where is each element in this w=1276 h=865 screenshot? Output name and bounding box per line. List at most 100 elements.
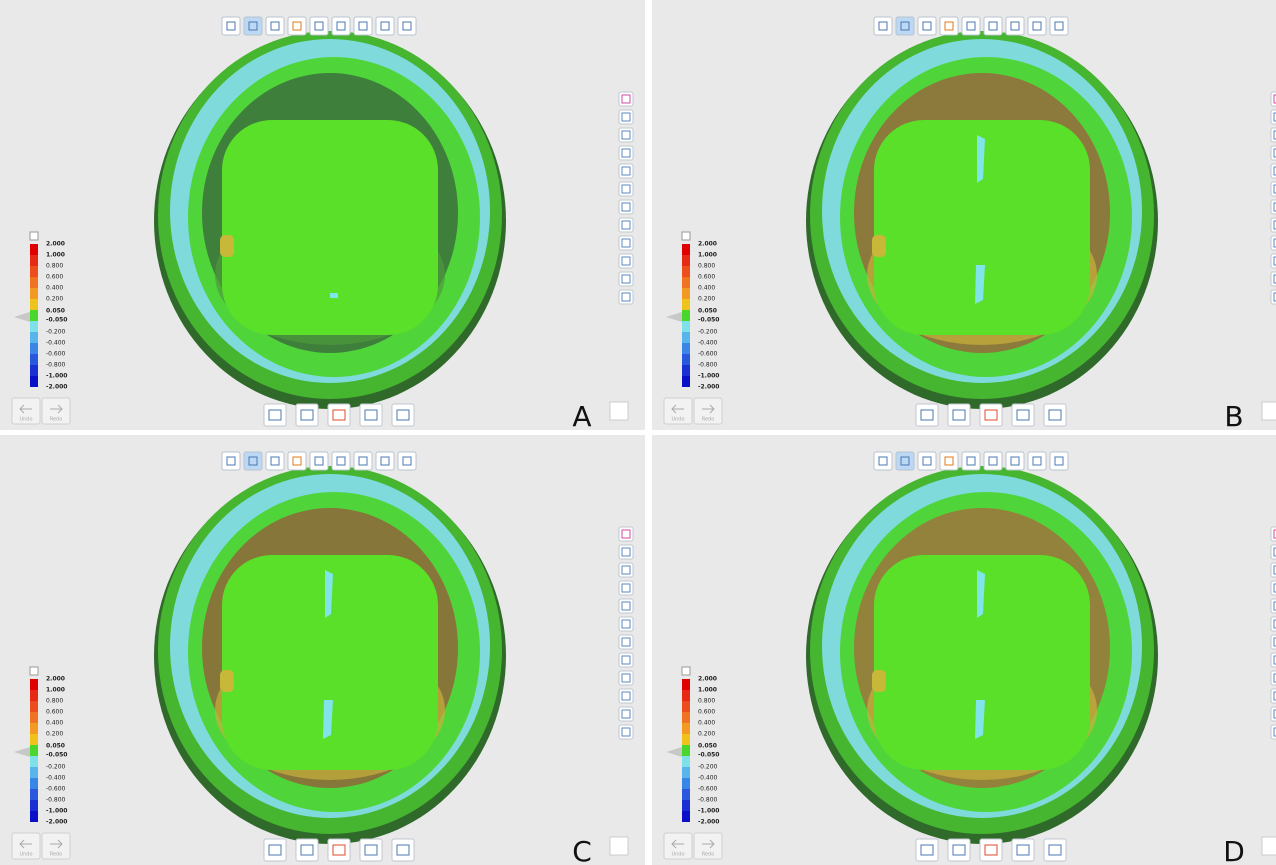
view-button[interactable] bbox=[619, 128, 633, 142]
toolbar-button[interactable] bbox=[1028, 452, 1046, 470]
view-button[interactable] bbox=[619, 92, 633, 106]
tool-button[interactable] bbox=[1012, 404, 1034, 426]
toolbar-button[interactable] bbox=[288, 452, 306, 470]
tool-button[interactable] bbox=[328, 404, 350, 426]
view-button[interactable] bbox=[619, 545, 633, 559]
toolbar-button[interactable] bbox=[962, 452, 980, 470]
toolbar-button[interactable] bbox=[222, 452, 240, 470]
view-button[interactable] bbox=[619, 635, 633, 649]
view-button[interactable] bbox=[619, 725, 633, 739]
view-button[interactable] bbox=[619, 599, 633, 613]
tool-button[interactable] bbox=[948, 404, 970, 426]
orientation-cube[interactable] bbox=[610, 837, 628, 855]
scan-model bbox=[806, 31, 1158, 409]
tool-button[interactable] bbox=[916, 404, 938, 426]
panel-label: D bbox=[1223, 835, 1245, 865]
tool-button[interactable] bbox=[296, 839, 318, 861]
view-button[interactable] bbox=[619, 254, 633, 268]
tool-button[interactable] bbox=[296, 404, 318, 426]
scale-label: -0.400 bbox=[46, 775, 66, 782]
toolbar-button[interactable] bbox=[874, 17, 892, 35]
toolbar-button[interactable] bbox=[1006, 452, 1024, 470]
toolbar-button[interactable] bbox=[376, 17, 394, 35]
tool-button[interactable] bbox=[1044, 404, 1066, 426]
toolbar-button[interactable] bbox=[918, 452, 936, 470]
view-button[interactable] bbox=[619, 200, 633, 214]
scale-handle[interactable] bbox=[682, 232, 690, 240]
toolbar-button[interactable] bbox=[940, 17, 958, 35]
toolbar-button[interactable] bbox=[1050, 17, 1068, 35]
tool-button[interactable] bbox=[1012, 839, 1034, 861]
orientation-cube[interactable] bbox=[610, 402, 628, 420]
scale-label: 0.600 bbox=[46, 709, 63, 716]
view-button[interactable] bbox=[619, 236, 633, 250]
tool-button[interactable] bbox=[360, 404, 382, 426]
tool-button[interactable] bbox=[948, 839, 970, 861]
view-button[interactable] bbox=[619, 110, 633, 124]
tool-button[interactable] bbox=[1044, 839, 1066, 861]
scan-spot bbox=[330, 293, 338, 298]
toolbar-button[interactable] bbox=[354, 17, 372, 35]
scale-segment bbox=[30, 376, 38, 387]
toolbar-button[interactable] bbox=[940, 452, 958, 470]
toolbar-button[interactable] bbox=[398, 17, 416, 35]
toolbar-button[interactable] bbox=[222, 17, 240, 35]
view-button[interactable] bbox=[619, 182, 633, 196]
tool-button[interactable] bbox=[980, 404, 1002, 426]
view-button[interactable] bbox=[619, 290, 633, 304]
view-button[interactable] bbox=[619, 671, 633, 685]
tool-button[interactable] bbox=[360, 839, 382, 861]
scale-handle[interactable] bbox=[30, 232, 38, 240]
view-button[interactable] bbox=[619, 617, 633, 631]
scale-handle[interactable] bbox=[682, 667, 690, 675]
toolbar-button[interactable] bbox=[288, 17, 306, 35]
view-button[interactable] bbox=[619, 653, 633, 667]
toolbar-button[interactable] bbox=[896, 452, 914, 470]
scale-handle[interactable] bbox=[30, 667, 38, 675]
view-button[interactable] bbox=[619, 164, 633, 178]
view-button[interactable] bbox=[619, 218, 633, 232]
toolbar-button[interactable] bbox=[266, 452, 284, 470]
toolbar-button[interactable] bbox=[1050, 452, 1068, 470]
orientation-cube[interactable] bbox=[1262, 837, 1276, 855]
orientation-cube[interactable] bbox=[1262, 402, 1276, 420]
tool-button[interactable] bbox=[392, 404, 414, 426]
view-button[interactable] bbox=[619, 581, 633, 595]
toolbar-button[interactable] bbox=[310, 452, 328, 470]
toolbar-button[interactable] bbox=[376, 452, 394, 470]
toolbar-button[interactable] bbox=[1028, 17, 1046, 35]
toolbar-button[interactable] bbox=[354, 452, 372, 470]
scale-segment bbox=[30, 299, 38, 310]
toolbar-button[interactable] bbox=[984, 452, 1002, 470]
scale-label: 0.400 bbox=[46, 285, 63, 292]
toolbar-button[interactable] bbox=[398, 452, 416, 470]
view-button[interactable] bbox=[619, 527, 633, 541]
toolbar-button[interactable] bbox=[266, 17, 284, 35]
tool-button[interactable] bbox=[980, 839, 1002, 861]
toolbar-button[interactable] bbox=[918, 17, 936, 35]
toolbar-button[interactable] bbox=[310, 17, 328, 35]
scale-label: -1.000 bbox=[698, 373, 719, 380]
scale-label: 1.000 bbox=[698, 687, 717, 694]
toolbar-button[interactable] bbox=[244, 17, 262, 35]
view-button[interactable] bbox=[619, 707, 633, 721]
toolbar-button[interactable] bbox=[1006, 17, 1024, 35]
toolbar-button[interactable] bbox=[962, 17, 980, 35]
tool-button[interactable] bbox=[264, 404, 286, 426]
toolbar-button[interactable] bbox=[244, 452, 262, 470]
undo-label: Undo bbox=[671, 852, 684, 858]
toolbar-button[interactable] bbox=[874, 452, 892, 470]
view-button[interactable] bbox=[619, 689, 633, 703]
tool-button[interactable] bbox=[392, 839, 414, 861]
view-button[interactable] bbox=[619, 146, 633, 160]
toolbar-button[interactable] bbox=[332, 452, 350, 470]
toolbar-button[interactable] bbox=[984, 17, 1002, 35]
tool-button[interactable] bbox=[264, 839, 286, 861]
view-button[interactable] bbox=[619, 272, 633, 286]
toolbar-button[interactable] bbox=[332, 17, 350, 35]
tool-button[interactable] bbox=[328, 839, 350, 861]
scale-label: 0.400 bbox=[698, 720, 715, 727]
view-button[interactable] bbox=[619, 563, 633, 577]
tool-button[interactable] bbox=[916, 839, 938, 861]
toolbar-button[interactable] bbox=[896, 17, 914, 35]
